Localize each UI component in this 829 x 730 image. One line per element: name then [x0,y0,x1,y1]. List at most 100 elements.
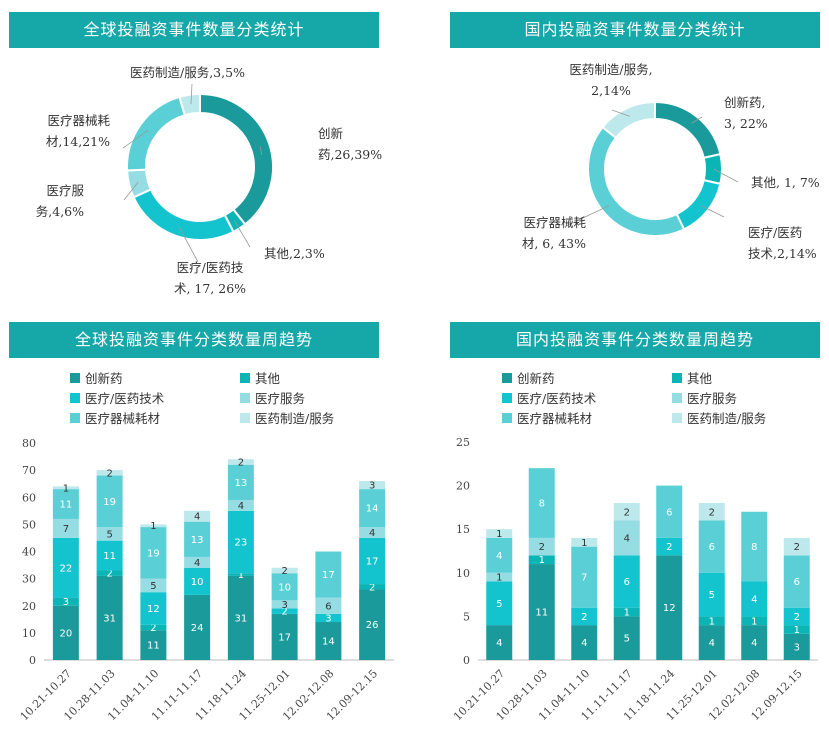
legend-label: 医药制造/服务 [687,411,766,426]
donut-label: 医疗器械耗 [523,215,586,230]
bar-segment [571,537,598,547]
bar-segment [96,570,123,576]
y-tick-label: 15 [456,523,470,536]
bar-segment [359,589,386,660]
bar-segment [52,486,79,490]
bar-segment [227,573,254,576]
legend-swatch [502,373,512,383]
bar-segment [271,600,298,609]
y-tick-label: 20 [22,600,36,613]
data-label: 1 [63,483,69,494]
donut-label: 医疗/医药 [748,225,802,240]
y-tick-label: 5 [463,610,470,623]
y-tick-label: 50 [22,518,36,531]
data-label: 3 [794,642,800,653]
data-label: 1 [150,521,156,532]
global-bar-title: 全球投融资事件分类数量周趋势 [9,322,379,358]
bar-segment [315,613,342,623]
bar-segment [96,527,123,541]
donut-slice [601,100,656,140]
bar-segment [52,518,79,538]
legend-label: 医疗器械耗材 [517,411,592,426]
donut-label: 医药制造/服务,3,5% [130,65,245,80]
legend-label: 创新药 [517,371,555,386]
donut-slice [675,178,722,231]
legend-swatch [502,413,512,423]
data-label: 3 [281,600,287,611]
data-label: 2 [369,582,375,593]
bar-segment [486,581,513,626]
data-label: 31 [103,613,116,624]
data-label: 26 [366,620,379,631]
data-label: 4 [624,533,630,544]
donut-label: 其他, 1, 7% [751,175,820,190]
bar-segment [140,578,167,593]
domestic-bar-title: 国内投融资事件分类数量周趋势 [450,322,820,358]
donut-label: 2,14% [591,83,631,98]
legend-label: 医药制造/服务 [255,411,334,426]
legend-swatch [70,373,80,383]
data-label: 4 [751,594,757,605]
bar-segment [227,575,254,660]
data-label: 17 [278,632,291,643]
y-tick-label: 30 [22,573,36,586]
data-label: 2 [709,507,715,518]
donut-slice [178,92,201,117]
data-label: 22 [60,563,73,574]
legend-label: 创新药 [85,371,123,386]
data-label: 31 [235,613,248,624]
data-label: 5 [624,634,630,645]
bar-segment [741,625,768,660]
data-label: 11 [103,551,116,562]
bar-segment [486,572,513,582]
data-label: 12 [663,603,676,614]
bar-segment [783,625,810,634]
data-label: 11 [60,500,73,511]
bar-segment [783,555,810,608]
data-label: 5 [150,581,156,592]
bar-segment [698,520,725,573]
bar-segment [486,625,513,660]
data-label: 2 [666,542,672,553]
bar-segment [528,468,555,538]
data-label: 14 [322,637,335,648]
legend-swatch [672,393,682,403]
legend-label: 医疗服务 [687,391,737,406]
data-label: 4 [194,512,200,523]
donut-label: 药,26,39% [318,147,382,162]
bar-segment [96,470,123,476]
bar-segment [698,503,725,521]
data-label: 10 [191,577,204,588]
data-label: 2 [281,607,287,618]
bar-segment [528,537,555,556]
data-label: 1 [624,608,630,619]
data-label: 23 [235,538,248,549]
data-label: 1 [794,625,800,636]
data-label: 8 [539,499,545,510]
bar-segment [783,537,810,556]
bar-segment [271,613,298,660]
y-tick-label: 10 [456,567,470,580]
data-label: 17 [322,570,335,581]
bar-segment [227,499,254,511]
data-label: 3 [63,597,69,608]
donut-label: 材,14,21% [46,134,110,149]
donut-label: 3, 22% [724,116,768,131]
bar-segment [140,630,167,660]
y-tick-label: 0 [463,654,470,667]
legend-label: 其他 [687,371,713,386]
leader-line [190,83,193,105]
bar-segment [140,524,167,528]
data-label: 17 [366,556,379,567]
data-label: 2 [794,542,800,553]
data-label: 7 [63,524,69,535]
donut-label: 务,4,6% [36,204,84,219]
bar-segment [140,527,167,579]
bar-segment [613,616,640,660]
bar-segment [184,521,211,557]
data-label: 4 [751,638,757,649]
bar-segment [571,607,598,626]
bar-segment [52,597,79,606]
bar-segment [52,537,79,598]
